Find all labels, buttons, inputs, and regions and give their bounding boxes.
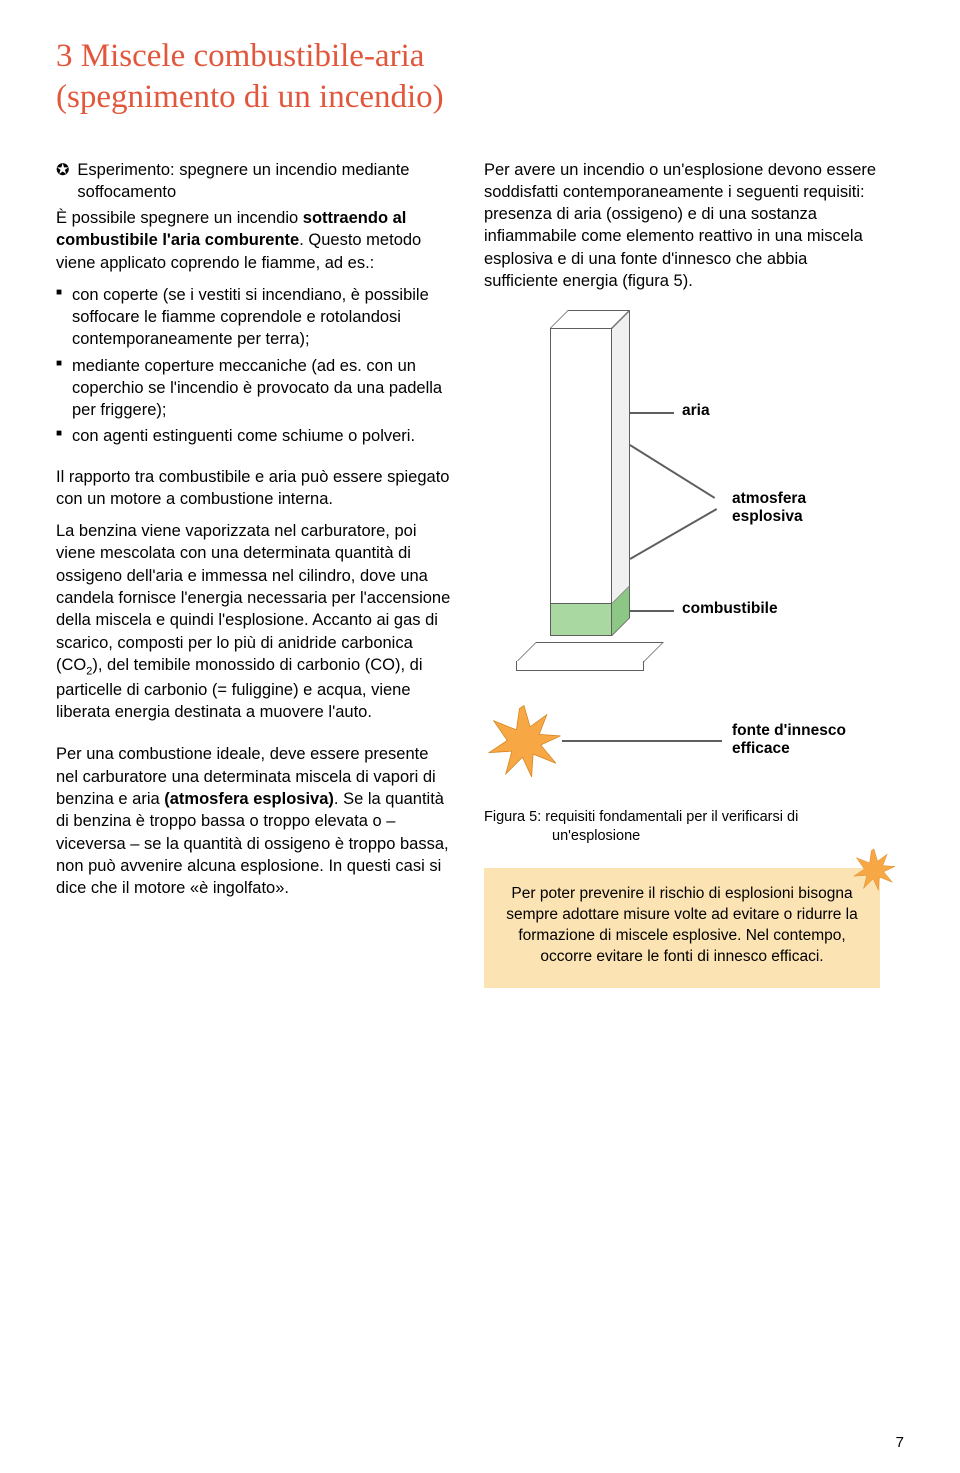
figure-5: aria atmosfera esplosiva combustibile [484,318,880,858]
callout-box: Per poter prevenire il rischio di esplos… [484,868,880,988]
section-title: 3 Miscele combustibile-aria (spegnimento… [56,36,904,119]
bar-base-front [516,661,644,671]
bar-base-top [516,642,664,662]
callout-text: Per poter prevenire il rischio di esplos… [506,885,858,965]
label-atmosfera: atmosfera esplosiva [732,490,806,526]
experiment-heading: Esperimento: spegnere un incendio median… [77,159,452,204]
experiment-block: ✪ Esperimento: spegnere un incendio medi… [56,159,452,204]
label-aria: aria [682,402,710,420]
right-intro: Per avere un incendio o un'esplosione de… [484,159,880,293]
title-line-1: Miscele combustibile-aria [81,38,425,74]
leader-line [630,412,674,414]
page: 3 Miscele combustibile-aria (spegnimento… [0,0,960,1473]
paragraph-2: La benzina viene vaporizzata nel carbura… [56,520,452,723]
leader-line [630,508,717,559]
list-item: con coperte (se i vestiti si incendiano,… [56,284,452,351]
leader-line [562,740,722,742]
bar-front-fuel [550,604,612,636]
figure-caption: Figura 5: requisiti fondamentali per il … [484,808,798,846]
columns: ✪ Esperimento: spegnere un incendio medi… [56,159,904,988]
spark-icon [486,704,562,780]
star-icon: ✪ [56,160,69,204]
bar-front-air [550,328,612,604]
bar-side-air [612,310,630,604]
experiment-intro: È possibile spegnere un incendio sottrae… [56,207,452,274]
title-line-2: (spegnimento di un incendio) [56,79,444,115]
leader-line [630,610,674,612]
paragraph-1: Il rapporto tra combustibile e aria può … [56,466,452,511]
leader-line [630,444,716,498]
spark-icon [852,848,896,899]
experiment-list: con coperte (se i vestiti si incendiano,… [56,284,452,448]
label-combustibile: combustibile [682,600,778,618]
label-fonte: fonte d'innesco efficace [732,722,846,758]
paragraph-3: Per una combustione ideale, deve essere … [56,743,452,899]
column-left: ✪ Esperimento: spegnere un incendio medi… [56,159,452,988]
list-item: con agenti estinguenti come schiume o po… [56,425,452,447]
section-number: 3 [56,38,73,74]
column-right: Per avere un incendio o un'esplosione de… [484,159,880,988]
page-number: 7 [896,1434,904,1451]
list-item: mediante coperture meccaniche (ad es. co… [56,355,452,422]
